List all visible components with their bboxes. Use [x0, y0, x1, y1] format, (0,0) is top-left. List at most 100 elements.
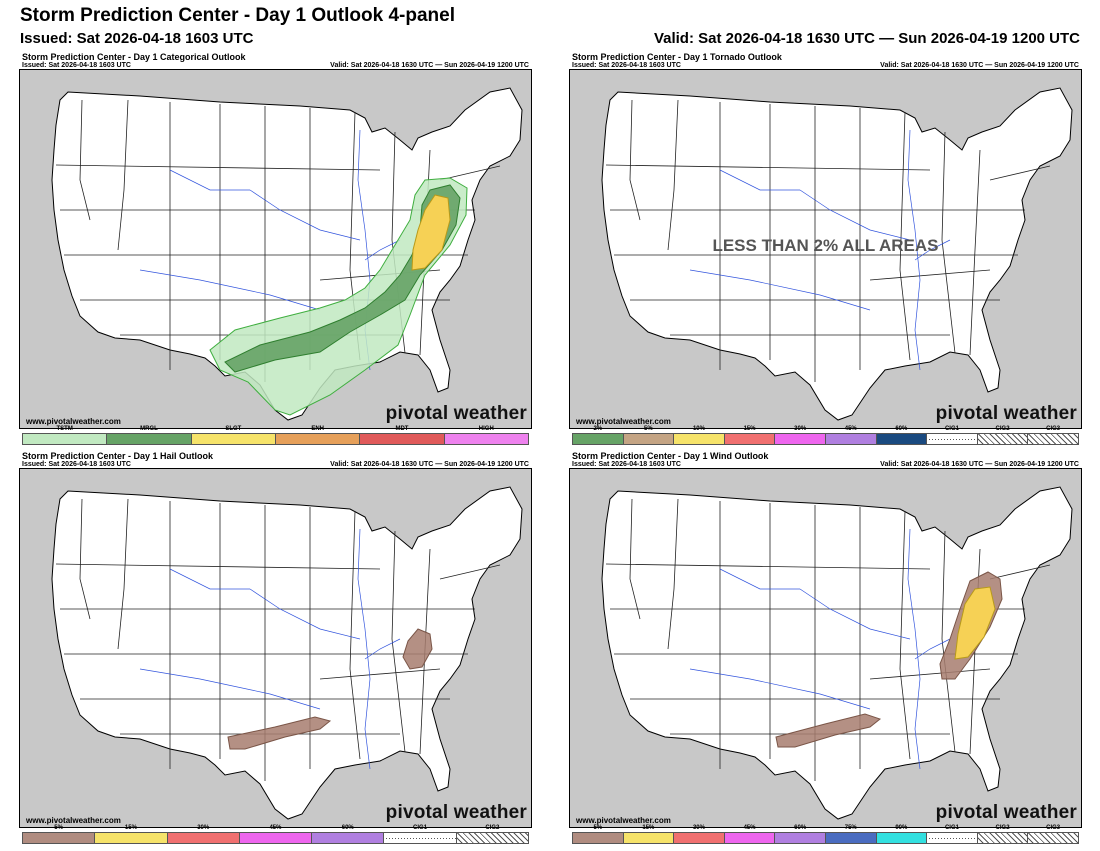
state-border	[55, 563, 381, 570]
brand-watermark: pivotal weather	[385, 802, 527, 823]
legend-label: 15%	[124, 825, 137, 831]
legend-item: CIG1	[927, 825, 978, 843]
legend-swatch	[107, 434, 191, 444]
panel-valid: Valid: Sat 2026-04-18 1630 UTC — Sun 202…	[330, 62, 529, 69]
state-border	[899, 111, 911, 361]
legend-label: 45%	[844, 426, 857, 432]
state-border	[899, 510, 911, 760]
legend-label: 60%	[895, 426, 908, 432]
legend-label: 30%	[794, 426, 807, 432]
legend-item: 10%	[674, 426, 725, 444]
legend-swatch	[1028, 833, 1078, 843]
legend-item: CIG2	[977, 825, 1029, 843]
legend-swatch	[573, 833, 623, 843]
state-border	[667, 99, 679, 251]
legend-item: 15%	[623, 825, 675, 843]
legend-label: CIG1	[944, 825, 959, 831]
legend-swatch	[95, 833, 167, 843]
legend-swatch	[360, 434, 444, 444]
river	[139, 668, 321, 710]
legend-label: 15%	[743, 426, 756, 432]
hail-map[interactable]: www.pivotalweather.com pivotal weather	[19, 468, 532, 828]
panel-valid: Valid: Sat 2026-04-18 1630 UTC — Sun 202…	[880, 461, 1079, 468]
no-risk-text: LESS THAN 2% ALL AREAS	[712, 236, 939, 255]
legend-item: 60%	[775, 825, 826, 843]
site-watermark[interactable]: www.pivotalweather.com	[26, 816, 121, 825]
legend-label: 5%	[644, 426, 653, 432]
hail-5pct-area	[402, 628, 433, 670]
state-border	[989, 564, 1051, 580]
categorical-risk-overlay	[209, 177, 468, 416]
legend-label: CIG3	[1046, 825, 1061, 831]
river	[799, 189, 911, 241]
river	[357, 528, 371, 770]
state-border	[667, 498, 679, 650]
river	[169, 568, 250, 590]
legend-label: 30%	[197, 825, 210, 831]
river	[249, 189, 361, 241]
river	[907, 528, 921, 770]
legend-label: 60%	[341, 825, 354, 831]
legend-item: 90%	[876, 825, 928, 843]
river	[139, 269, 321, 311]
legend-label: 2%	[593, 426, 603, 432]
state-border	[629, 498, 641, 620]
us-basemap	[601, 486, 1073, 820]
legend-swatch	[724, 434, 775, 444]
legend-label: CIG3	[1046, 426, 1061, 432]
panel-title: Storm Prediction Center - Day 1 Wind Out…	[572, 451, 769, 461]
river	[689, 269, 871, 311]
us-land	[51, 486, 523, 820]
river	[249, 588, 361, 640]
legend-item: 60%	[876, 426, 928, 444]
legend-swatch	[444, 434, 528, 444]
legend-label: ENH	[311, 426, 324, 432]
wind-5pct-area	[775, 713, 882, 748]
site-watermark[interactable]: www.pivotalweather.com	[576, 417, 671, 426]
legend-swatch	[825, 434, 876, 444]
state-border	[79, 99, 91, 221]
page-issued-time: Issued: Sat 2026-04-18 1603 UTC	[20, 30, 254, 47]
legend-label: CIG2	[995, 426, 1010, 432]
legend-item: CIG3	[1028, 426, 1078, 444]
state-border	[349, 510, 361, 760]
state-border	[605, 164, 931, 171]
legend-label: MRGL	[140, 426, 158, 432]
legend-swatch	[927, 833, 977, 843]
state-border	[969, 149, 981, 356]
legend-item: CIG1	[384, 825, 457, 843]
panel-valid: Valid: Sat 2026-04-18 1630 UTC — Sun 202…	[330, 461, 529, 468]
categorical-legend: TSTM MRGL SLGT ENH MDT HIGH	[22, 426, 529, 445]
hail-risk-overlay	[227, 628, 433, 750]
categorical-panel: Storm Prediction Center - Day 1 Categori…	[18, 52, 532, 452]
site-watermark[interactable]: www.pivotalweather.com	[576, 816, 671, 825]
us-basemap	[51, 87, 523, 421]
legend-label: 10%	[692, 426, 705, 432]
wind-15pct-area	[954, 586, 996, 660]
categorical-map[interactable]: www.pivotalweather.com pivotal weather	[19, 69, 532, 429]
wind-map[interactable]: www.pivotalweather.com pivotal weather	[569, 468, 1082, 828]
tornado-map[interactable]: LESS THAN 2% ALL AREAS www.pivotalweathe…	[569, 69, 1082, 429]
legend-swatch	[674, 833, 724, 843]
state-border	[629, 99, 641, 221]
legend-swatch	[384, 833, 456, 843]
river	[364, 239, 401, 261]
legend-label: 90%	[895, 825, 908, 831]
legend-swatch	[239, 833, 312, 843]
river	[689, 668, 871, 710]
legend-label: 30%	[692, 825, 705, 831]
panel-issued: Issued: Sat 2026-04-18 1603 UTC	[572, 62, 681, 69]
panel-issued: Issued: Sat 2026-04-18 1603 UTC	[22, 62, 131, 69]
wind-panel: Storm Prediction Center - Day 1 Wind Out…	[568, 451, 1082, 851]
river	[364, 638, 401, 660]
state-border	[439, 564, 501, 580]
panel-issued: Issued: Sat 2026-04-18 1603 UTC	[22, 461, 131, 468]
legend-swatch	[825, 833, 876, 843]
site-watermark[interactable]: www.pivotalweather.com	[26, 417, 121, 426]
legend-item: CIG2	[456, 825, 528, 843]
panel-issued: Issued: Sat 2026-04-18 1603 UTC	[572, 461, 681, 468]
legend-item: 45%	[825, 426, 877, 444]
legend-swatch	[876, 434, 927, 444]
state-border	[117, 99, 129, 251]
legend-label: CIG2	[485, 825, 500, 831]
